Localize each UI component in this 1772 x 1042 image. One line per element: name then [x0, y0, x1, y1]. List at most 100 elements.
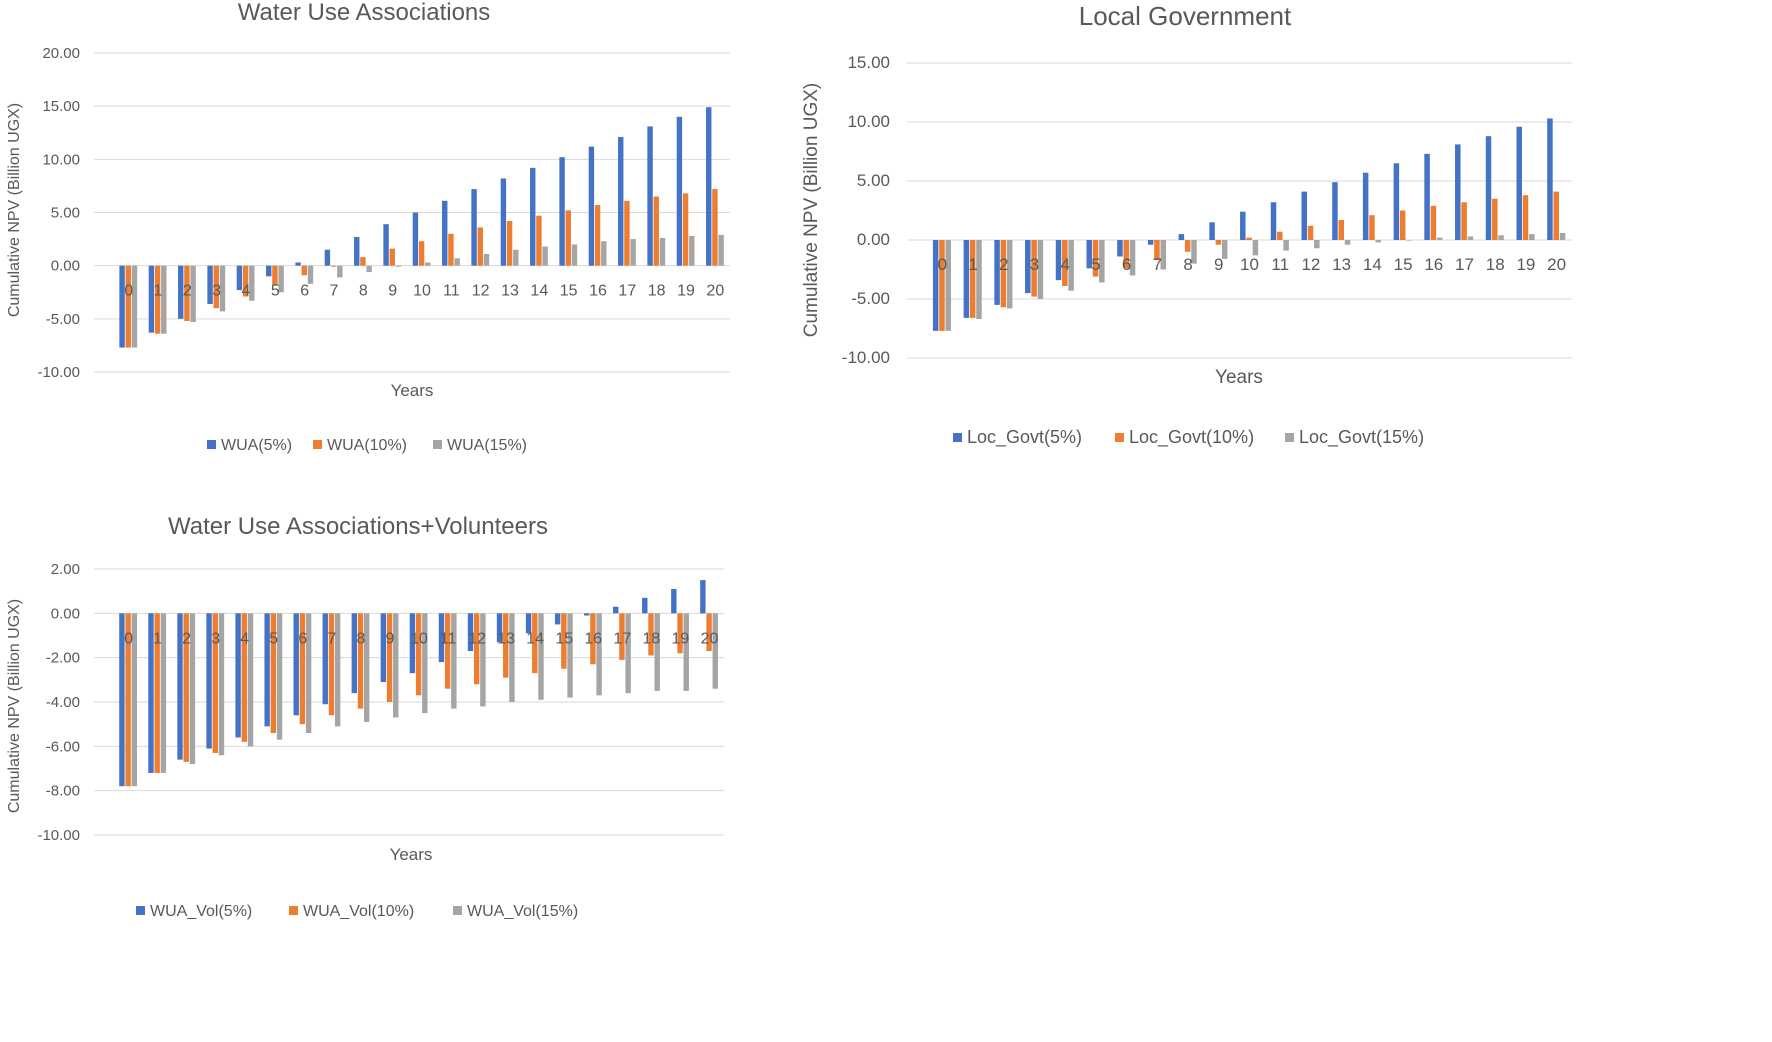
x-category-label: 17 [618, 283, 636, 300]
bar-wua-5--12 [471, 189, 477, 266]
bar-loc-govt-10--3 [1031, 240, 1037, 297]
legend-swatch [1285, 433, 1294, 442]
bar-wua-vol-15--7 [334, 613, 341, 727]
bar-wua-10--2 [184, 265, 190, 321]
x-category-label: 3 [211, 630, 220, 647]
bar-loc-govt-15--2 [1006, 240, 1013, 309]
bar-loc-govt-15--1 [976, 240, 982, 320]
bar-wua-vol-15--14 [538, 613, 544, 700]
x-category-label: 16 [1424, 255, 1443, 274]
legend-label: WUA_Vol(5%) [150, 903, 252, 920]
chart-vol-svg: Water Use Associations+Volunteers -10.00 -… [6, 513, 724, 920]
x-category-label: 5 [1091, 255, 1100, 274]
bar-wua-5--14 [530, 167, 536, 266]
bar-wua-vol-15--9 [393, 613, 399, 718]
legend-label: WUA_Vol(10%) [303, 903, 414, 920]
bar-loc-govt-5--11 [1270, 202, 1277, 240]
bar-wua-vol-5--9 [380, 613, 387, 683]
bar-loc-govt-5--14 [1362, 172, 1369, 240]
x-category-label: 16 [589, 283, 607, 300]
x-category-label: 8 [356, 630, 365, 647]
x-category-label: 8 [1183, 255, 1192, 274]
x-category-label: 19 [672, 630, 690, 647]
bar-loc-govt-10--20 [1553, 191, 1559, 240]
bar-loc-govt-15--3 [1037, 240, 1044, 299]
bar-wua-vol-10--16 [590, 613, 596, 665]
x-axis-label: Years [391, 381, 434, 400]
bar-loc-govt-5--3 [1025, 240, 1031, 294]
x-category-label: 3 [212, 283, 221, 300]
bar-loc-govt-15--5 [1099, 240, 1105, 283]
bar-wua-15--0 [131, 265, 138, 348]
bar-wua-5--19 [676, 116, 683, 266]
bar-loc-govt-5--6 [1117, 240, 1123, 257]
legend-label: WUA_Vol(15%) [467, 903, 578, 920]
x-category-label: 20 [701, 630, 719, 647]
bar-wua-15--14 [542, 246, 548, 266]
bar-wua-15--4 [249, 265, 255, 301]
legend-label: Loc_Govt(10%) [1129, 427, 1254, 448]
bar-wua-5--15 [559, 157, 565, 266]
bar-wua-vol-5--11 [438, 613, 445, 663]
bar-wua-vol-10--6 [299, 613, 306, 725]
bar-wua-vol-10--9 [386, 613, 393, 702]
bar-wua-10--8 [360, 257, 366, 266]
y-tick-label: -8.00 [46, 783, 80, 800]
bar-loc-govt-5--5 [1086, 240, 1092, 269]
x-category-label: 1 [968, 255, 977, 274]
legend-swatch [953, 433, 962, 442]
bar-wua-vol-15--17 [625, 613, 631, 694]
bar-loc-govt-10--19 [1522, 195, 1529, 240]
bar-wua-vol-15--5 [276, 613, 283, 740]
legend-swatch [136, 906, 145, 915]
x-category-label: 17 [613, 630, 631, 647]
bar-wua-10--17 [624, 200, 630, 266]
bar-loc-govt-15--16 [1436, 237, 1443, 240]
bar-loc-govt-15--9 [1221, 240, 1228, 259]
bar-wua-5--9 [383, 224, 389, 266]
bar-wua-vol-5--8 [351, 613, 358, 694]
bar-wua-5--10 [412, 212, 419, 266]
bar-loc-govt-10--14 [1369, 215, 1375, 240]
bar-wua-vol-5--15 [554, 613, 561, 625]
bar-loc-govt-5--13 [1332, 182, 1338, 240]
bar-loc-govt-5--18 [1485, 136, 1492, 240]
y-axis-label: Cumulative NPV (Billion UGX) [6, 103, 23, 317]
y-tick-label: 10.00 [847, 112, 890, 131]
x-category-label: 10 [1240, 255, 1259, 274]
x-category-label: 11 [440, 630, 457, 647]
bar-wua-vol-10--15 [561, 613, 567, 669]
bar-loc-govt-5--10 [1240, 211, 1246, 240]
bar-wua-vol-5--14 [525, 613, 532, 634]
bar-wua-5--7 [324, 249, 331, 266]
x-category-label: 0 [124, 630, 133, 647]
legend-label: WUA(5%) [221, 437, 292, 454]
x-category-label: 11 [1271, 255, 1289, 274]
bar-wua-5--3 [207, 265, 213, 304]
y-tick-label: 0.00 [51, 258, 80, 275]
bar-wua-vol-5--2 [177, 613, 183, 760]
bar-wua-vol-10--18 [648, 613, 654, 656]
bar-wua-10--9 [389, 248, 395, 266]
bar-wua-vol-10--20 [706, 613, 712, 652]
x-category-label: 10 [413, 283, 431, 300]
bar-wua-15--19 [689, 235, 695, 266]
bar-loc-govt-10--4 [1062, 240, 1068, 287]
bar-loc-govt-15--18 [1498, 235, 1504, 240]
x-category-label: 2 [182, 630, 191, 647]
x-category-label: 13 [1332, 255, 1351, 274]
legend-label: WUA(15%) [447, 437, 527, 454]
bar-wua-vol-15--8 [364, 613, 370, 722]
bar-loc-govt-15--17 [1467, 236, 1474, 240]
bar-wua-vol-5--7 [322, 613, 328, 705]
bar-loc-govt-15--11 [1283, 240, 1289, 251]
bar-wua-5--0 [119, 265, 125, 348]
x-category-label: 4 [242, 283, 251, 300]
x-category-label: 0 [124, 283, 133, 300]
bar-loc-govt-5--17 [1455, 144, 1461, 240]
bar-loc-govt-10--13 [1338, 219, 1344, 240]
bar-wua-vol-10--5 [270, 613, 277, 734]
x-category-label: 16 [584, 630, 602, 647]
bar-wua-10--3 [213, 265, 219, 309]
bar-wua-10--10 [418, 241, 425, 266]
